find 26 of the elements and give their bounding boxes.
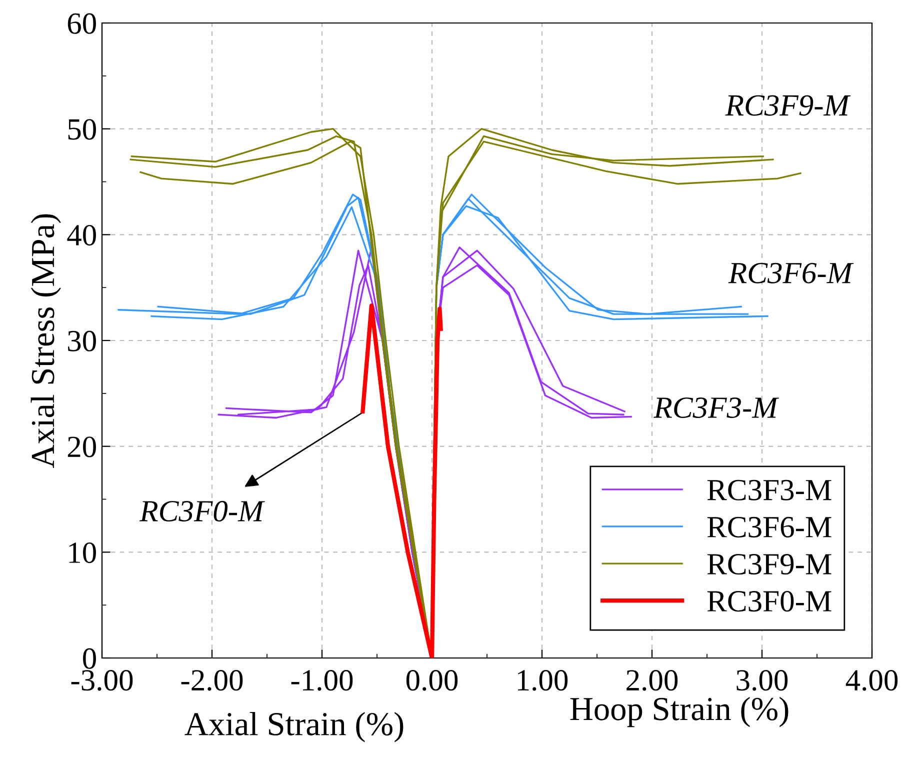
- annotation: RC3F3-M: [654, 397, 780, 418]
- x-tick-label: 2.00: [626, 670, 678, 691]
- x-axis-title: Axial Strain (%): [184, 712, 404, 742]
- y-tick-label: 10: [69, 542, 96, 564]
- x-tick-label: -3.00: [71, 670, 133, 691]
- x-tick-label: 0.00: [406, 670, 458, 691]
- legend-label: RC3F6-M: [707, 516, 832, 538]
- x-tick-label: 3.00: [736, 670, 788, 691]
- y-tick-label: 30: [68, 330, 96, 352]
- y-axis-title: Axial Stress (MPa): [30, 214, 62, 468]
- y-tick-label: 60: [68, 13, 96, 34]
- annotation: RC3F6-M: [728, 262, 854, 284]
- x-tick-label: -1.00: [291, 670, 353, 691]
- legend-label: RC3F0-M: [707, 590, 832, 612]
- y-tick-label: 20: [68, 436, 96, 458]
- annotation: RC3F9-M: [725, 95, 851, 116]
- x-tick-label: 1.00: [518, 670, 568, 691]
- annotation: RC3F0-M: [139, 500, 265, 522]
- y-tick-label: 0: [83, 648, 96, 669]
- legend-label: RC3F9-M: [707, 554, 832, 575]
- legend-label: RC3F3-M: [707, 480, 832, 500]
- text: Hoop Strain (%): [570, 696, 788, 728]
- y-tick-label: 50: [68, 119, 96, 140]
- x-tick-label: -2.00: [181, 670, 243, 691]
- y-tick-label: 40: [67, 224, 96, 246]
- x-tick-label: 4.00: [846, 670, 898, 691]
